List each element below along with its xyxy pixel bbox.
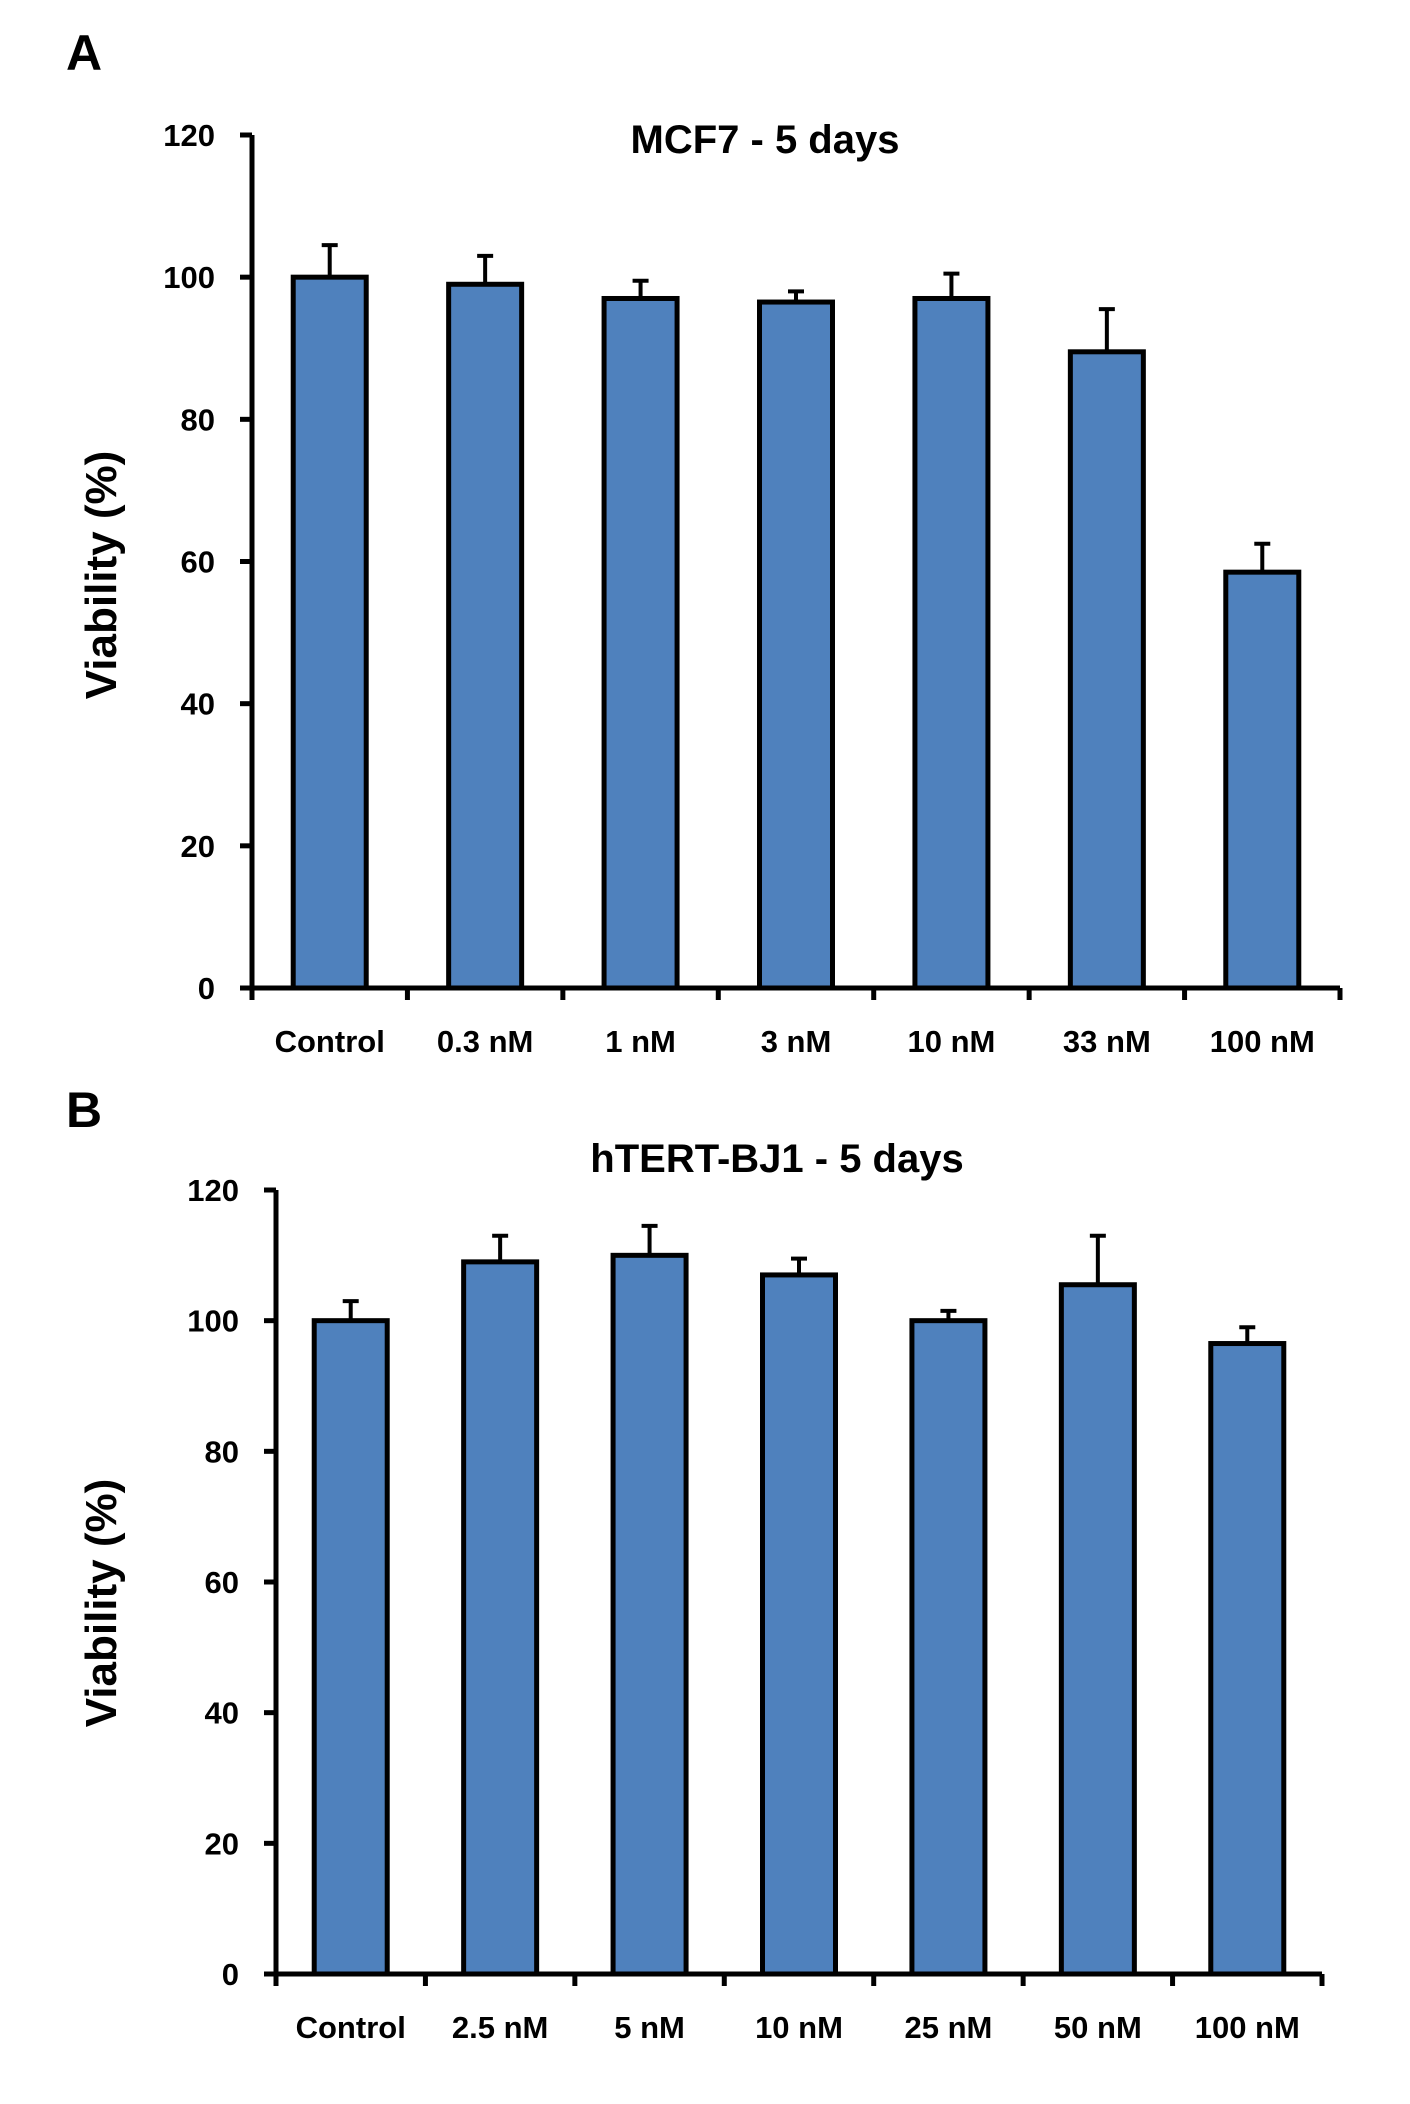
- panel-a: A MCF7 - 5 days Viability (%) Control 0.3…: [66, 25, 1343, 1059]
- bar-b: [610, 1252, 689, 1977]
- x-tick-label-b: 25 nM: [904, 2010, 992, 2045]
- bar-b: [1058, 1282, 1137, 1977]
- x-tick-label-a: 1 nM: [605, 1024, 676, 1059]
- x-tick-label-b: 100 nM: [1195, 2010, 1300, 2045]
- chart-title-b: hTERT-BJ1 - 5 days: [590, 1137, 963, 1181]
- x-tick-label-a: 0.3 nM: [437, 1024, 533, 1059]
- bar-b: [909, 1318, 988, 1977]
- y-tick-label-a: 120: [163, 118, 215, 153]
- bar-a: [601, 295, 680, 991]
- bar-a: [757, 299, 835, 991]
- y-tick-label-a: 40: [181, 687, 215, 722]
- x-tick-label-a: Control: [275, 1024, 385, 1059]
- y-tick-label-b: 0: [222, 1957, 239, 1992]
- x-tick-label-a: 10 nM: [907, 1024, 995, 1059]
- y-tick-label-a: 0: [198, 971, 215, 1006]
- y-axis-title-b: Viability (%): [77, 1479, 126, 1728]
- x-tick-label-a: 3 nM: [761, 1024, 832, 1059]
- bar-a: [1067, 349, 1146, 991]
- x-tick-label-b: 50 nM: [1054, 2010, 1142, 2045]
- y-tick-label-b: 80: [205, 1434, 239, 1469]
- bar-a: [912, 295, 991, 991]
- y-tick-label-b: 40: [205, 1696, 239, 1731]
- x-tick-label-a: 100 nM: [1210, 1024, 1315, 1059]
- bar-a: [1223, 569, 1302, 991]
- panel-b: B hTERT-BJ1 - 5 days Viability (%) Contr…: [66, 1082, 1325, 2045]
- panel-letter-b: B: [66, 1082, 102, 1138]
- bar-b: [311, 1318, 390, 1977]
- x-tick-label-b: 10 nM: [755, 2010, 843, 2045]
- bar-a: [446, 281, 525, 991]
- x-tick-label-b: 2.5 nM: [452, 2010, 548, 2045]
- x-tick-label-a: 33 nM: [1063, 1024, 1151, 1059]
- y-axis-title-a: Viability (%): [77, 451, 126, 700]
- panel-letter-a: A: [66, 25, 102, 81]
- y-tick-label-a: 20: [181, 829, 215, 864]
- x-tick-label-b: 5 nM: [614, 2010, 685, 2045]
- x-tick-label-b: Control: [296, 2010, 406, 2045]
- y-tick-label-a: 60: [181, 545, 215, 580]
- chart-title-a: MCF7 - 5 days: [631, 118, 900, 162]
- y-tick-label-a: 100: [163, 260, 215, 295]
- bar-a: [290, 274, 369, 991]
- bar-chart-a: Control 0.3 nM 1 nM 3 nM 10 nM 33 nM 100 nM 0 20…: [163, 118, 1343, 1059]
- y-tick-label-b: 100: [187, 1304, 239, 1339]
- bar-b: [1208, 1341, 1287, 1977]
- y-tick-label-a: 80: [181, 402, 215, 437]
- bar-b: [461, 1259, 540, 1977]
- bar-chart-b: Control 2.5 nM 5 nM 10 nM 25 nM 50 nM 100 nM 0 2…: [187, 1173, 1325, 2045]
- y-tick-label-b: 60: [205, 1565, 239, 1600]
- bar-b: [760, 1272, 838, 1977]
- y-tick-label-b: 120: [187, 1173, 239, 1208]
- y-tick-label-b: 20: [205, 1826, 239, 1861]
